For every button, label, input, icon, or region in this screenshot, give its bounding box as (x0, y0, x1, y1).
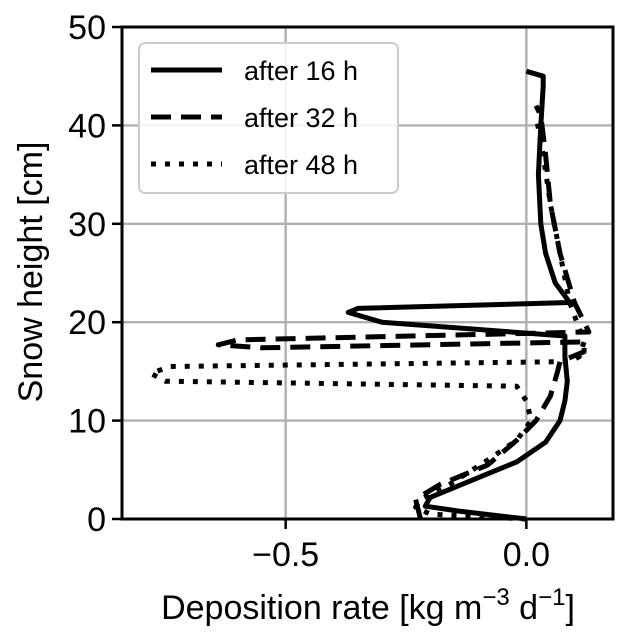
x-axis-label-main: Deposition rate [kg m (161, 589, 482, 627)
x-axis-label-end: ] (565, 589, 574, 627)
plot-area (148, 68, 592, 522)
y-tick-label: 30 (68, 206, 106, 244)
x-tick-label: −0.5 (252, 536, 319, 574)
series-line-3 (148, 115, 587, 522)
y-tick-label: 0 (87, 501, 106, 539)
y-axis-label: Snow height [cm] (12, 142, 50, 403)
axis-ticks: −0.5 0.0 0 10 20 30 40 50 (68, 9, 550, 574)
series-line-1 (345, 68, 573, 522)
legend-label-1: after 16 h (244, 56, 358, 86)
legend-label-2: after 32 h (244, 103, 358, 133)
y-tick-label: 40 (68, 107, 106, 145)
legend-box (138, 42, 399, 194)
axes-frame (120, 25, 615, 521)
y-tick-label: 50 (68, 9, 106, 47)
y-tick-label: 20 (68, 304, 106, 342)
x-axis-label-mid: d (510, 589, 538, 627)
x-tick-label: 0.0 (503, 536, 550, 574)
x-axis-label-sup2: −1 (538, 584, 565, 611)
legend-label-3: after 48 h (244, 150, 358, 180)
y-tick-label: 10 (68, 403, 106, 441)
x-axis-label-sup1: −3 (482, 584, 509, 611)
legend: after 16 h after 32 h after 48 h (138, 42, 399, 194)
x-axis-label: Deposition rate [kg m−3 d−1] (161, 584, 575, 627)
